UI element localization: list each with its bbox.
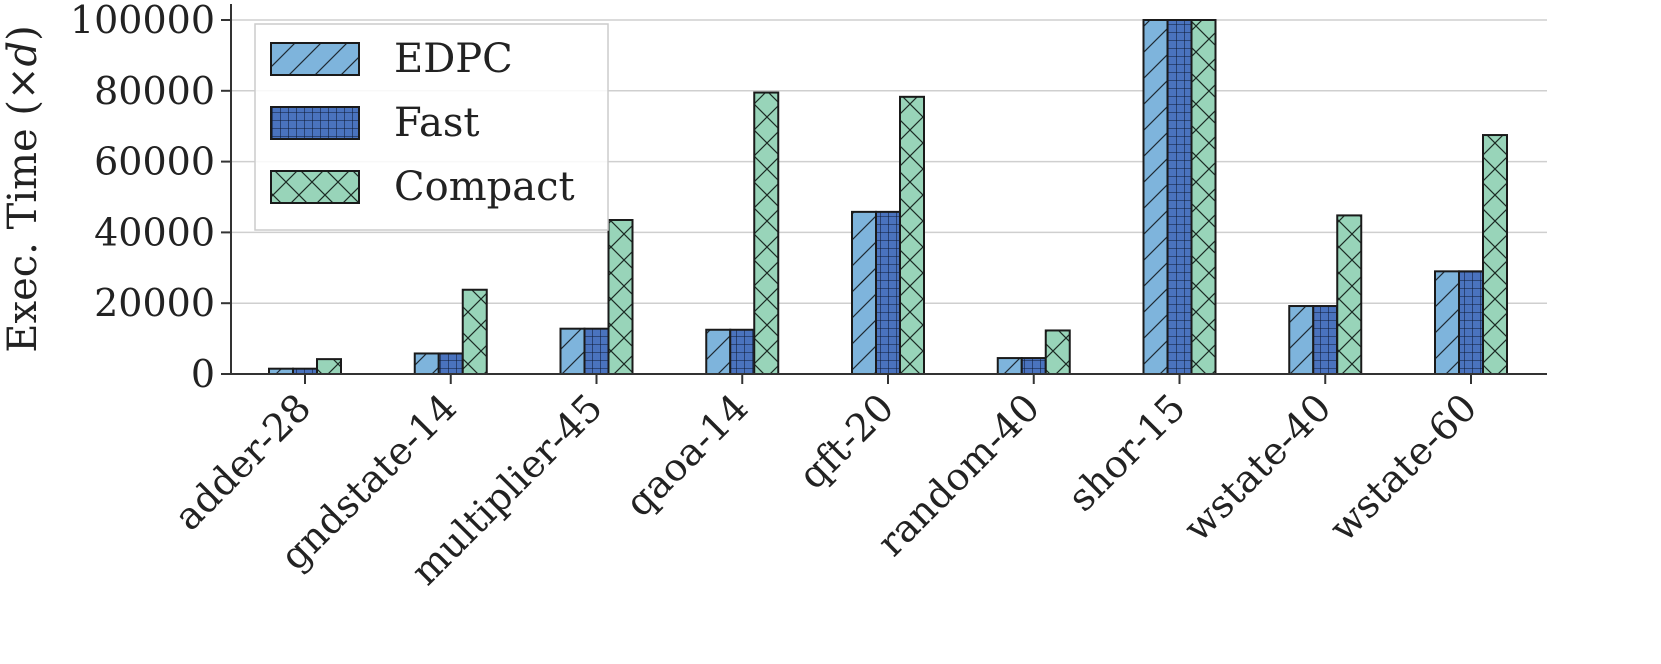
legend-swatch-fast [270,106,360,140]
bar-compact-adder-28 [316,358,342,375]
bar-edpc-qft-20 [851,210,877,375]
bar-compact-shor-15 [1190,19,1217,375]
y-ticks: 0 20000 40000 60000 80000 100000 [70,0,231,396]
bar-fast-wstate-40 [1312,305,1339,376]
legend: EDPC Fast Compact [254,23,609,231]
bar-fast-qaoa-14 [729,328,756,375]
y-axis-title-prefix: Exec. Time (× [0,67,46,353]
bar-edpc-shor-15 [1142,19,1169,375]
bar-fast-shor-15 [1166,19,1193,375]
bar-fast-gndstate-14 [437,352,464,375]
bar-fast-wstate-60 [1458,270,1484,375]
bars [268,19,1508,376]
legend-swatch-compact [270,170,360,204]
legend-swatch-edpc [270,42,360,76]
bar-edpc-multiplier-45 [559,327,586,375]
bar-compact-random-40 [1044,329,1071,376]
y-axis-title: Exec. Time (×d) [0,25,46,352]
bar-fast-qft-20 [875,210,901,375]
bar-compact-multiplier-45 [607,219,634,375]
y-tick-label: 100000 [70,0,215,42]
bar-fast-random-40 [1020,357,1047,376]
legend-label-edpc: EDPC [394,36,513,82]
x-tick-label-wstate-40: wstate-40 [1175,385,1340,550]
x-tick-label-adder-28: adder-28 [166,385,320,539]
y-tick-label: 80000 [94,69,215,113]
y-axis-title-variable: d [0,41,46,67]
bar-compact-qft-20 [899,95,925,376]
bar-compact-wstate-60 [1482,134,1508,375]
x-tick-label-shor-15: shor-15 [1059,385,1194,520]
y-axis-title-suffix: ) [0,25,46,41]
bar-edpc-wstate-40 [1288,305,1315,376]
y-tick-label: 0 [191,352,215,396]
bar-edpc-wstate-60 [1434,270,1460,375]
bar-fast-multiplier-45 [583,327,610,375]
y-tick-label: 40000 [94,210,215,254]
bar-compact-qaoa-14 [753,91,780,375]
bar-compact-gndstate-14 [461,288,488,375]
legend-label-compact: Compact [394,164,575,210]
bar-compact-wstate-40 [1336,214,1363,375]
y-tick-label: 20000 [94,281,215,325]
y-tick-label: 60000 [94,140,215,184]
x-tick-label-qft-20: qft-20 [790,385,902,497]
bar-edpc-qaoa-14 [705,328,732,375]
x-tick-label-wstate-60: wstate-60 [1321,385,1486,550]
bar-edpc-gndstate-14 [413,352,440,375]
x-tick-label-qaoa-14: qaoa-14 [617,385,757,525]
legend-label-fast: Fast [394,100,480,146]
bar-edpc-random-40 [996,357,1023,376]
